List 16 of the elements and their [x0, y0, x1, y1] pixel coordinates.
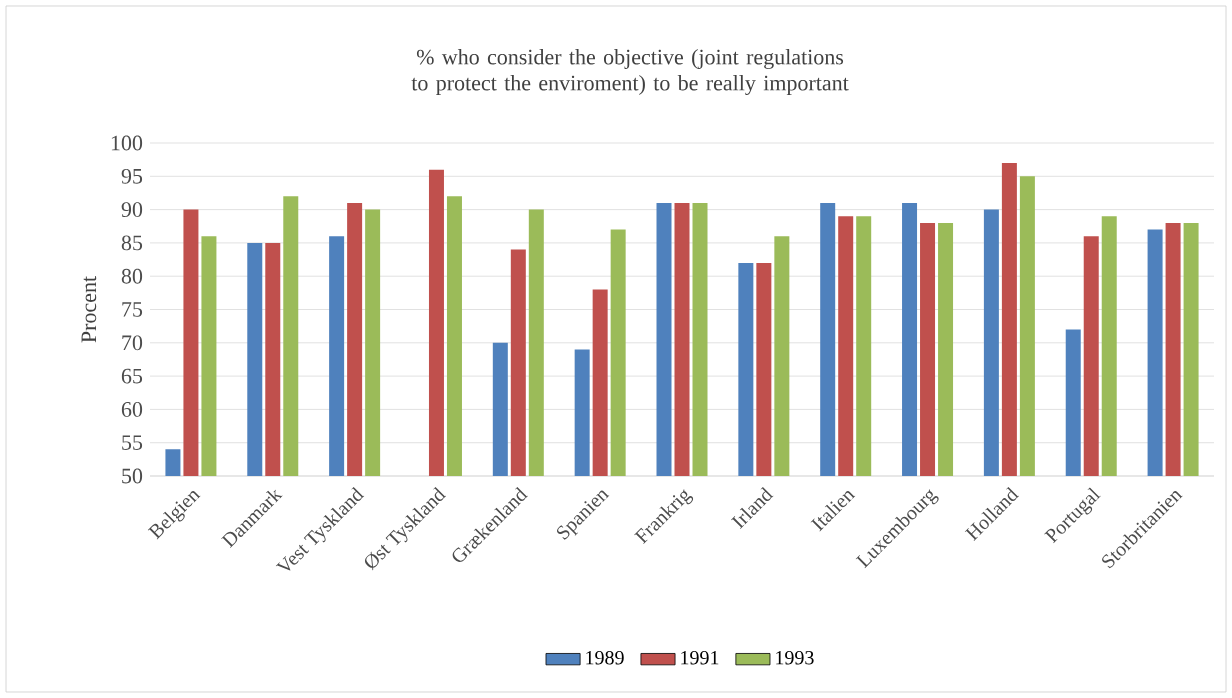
y-tick-label: 60 — [121, 401, 143, 417]
y-tick-label: 70 — [122, 335, 143, 351]
y-tick-label: 80 — [121, 268, 143, 284]
legend-label: 1991 — [681, 651, 719, 665]
y-tick-label: 90 — [121, 202, 143, 218]
y-tick-label: 100 — [111, 135, 143, 151]
y-tick-label: 75 — [122, 302, 143, 317]
y-tick-label: 95 — [121, 168, 143, 184]
y-tick-label: 85 — [121, 235, 143, 251]
y-tick-label: 65 — [121, 368, 143, 384]
chart-title: % who consider the objective (joint regulations to protect the enviroment) to be really important — [411, 49, 849, 95]
y-axis-title: Procent — [81, 276, 97, 343]
legend-label: 1989 — [586, 651, 624, 665]
y-tick-label: 55 — [122, 435, 143, 451]
legend-label: 1993 — [776, 651, 814, 665]
y-tick-label: 50 — [122, 468, 143, 484]
